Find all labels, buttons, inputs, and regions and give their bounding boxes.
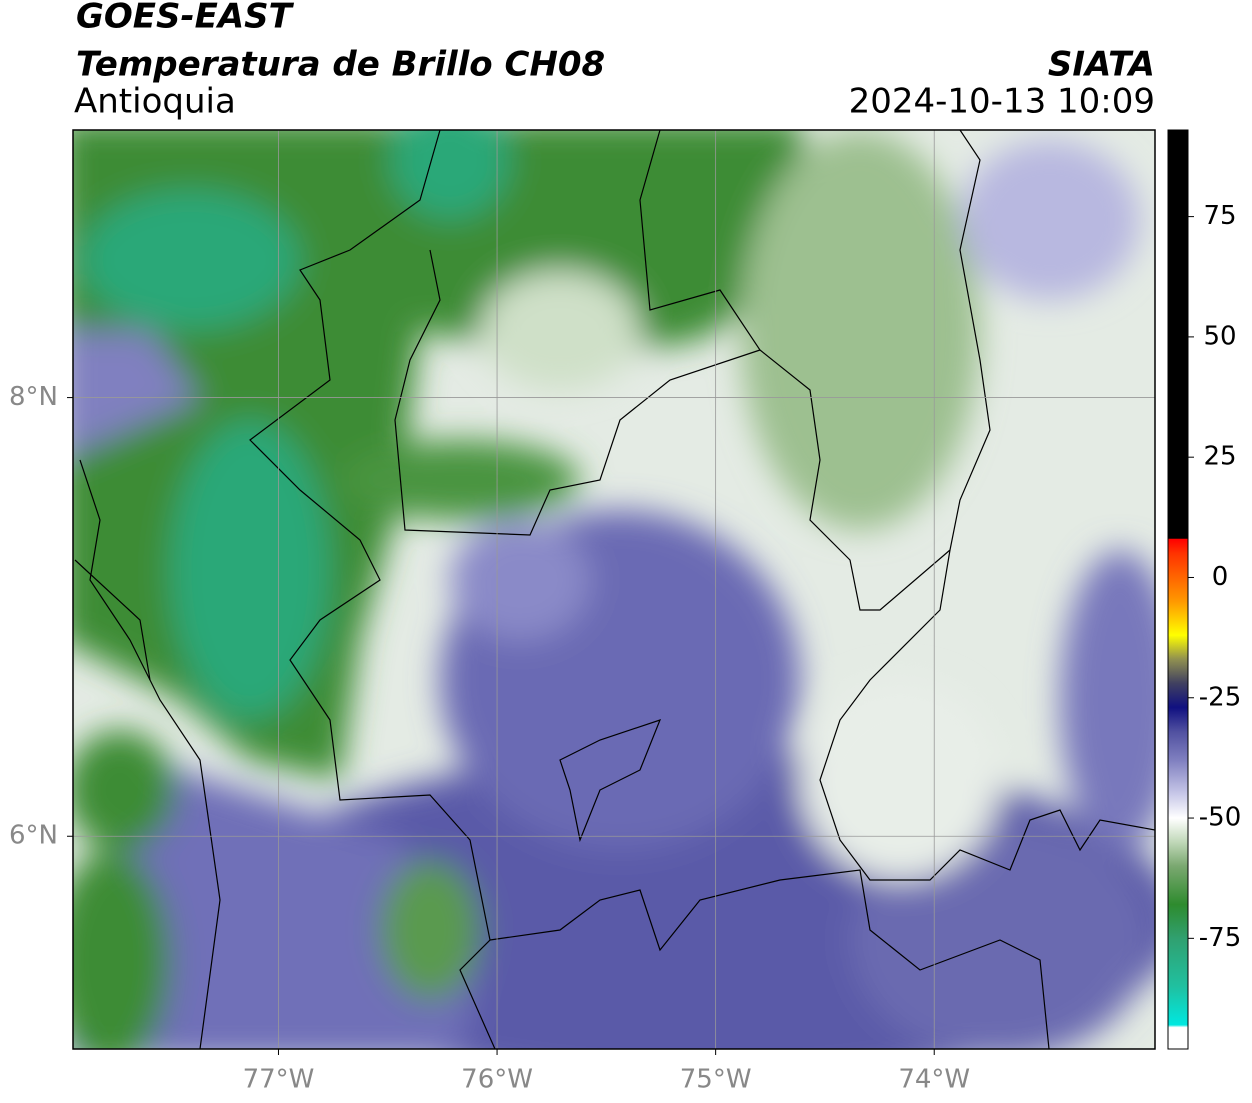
lat-tick-label: 6°N [9,821,58,851]
subtitle: Temperatura de Brillo CH08 [76,45,605,85]
colorbar [1167,129,1189,1050]
lon-tick-label: 75°W [680,1065,752,1095]
map-field [73,130,1155,1049]
map-frame [72,129,1156,1050]
colorbar-tick-label: -75 [1199,923,1241,953]
lon-tick-label: 76°W [461,1065,533,1095]
source: SIATA [1048,45,1155,85]
timestamp: 2024-10-13 10:09 [849,82,1155,122]
lon-tick-label: 74°W [898,1065,970,1095]
colorbar-tick-label: 50 [1203,321,1236,351]
colorbar-tick-label: 0 [1212,562,1229,592]
colorbar-tick-label: -50 [1199,803,1241,833]
boundaries [74,130,1155,1049]
colorbar-tick-label: 75 [1203,201,1236,231]
colorbar-tick-label: 25 [1203,442,1236,472]
region: Antioquia [74,82,236,122]
colorbar-tick-label: -25 [1199,682,1241,712]
lon-tick-label: 77°W [243,1065,315,1095]
title: GOES-EAST [76,0,295,37]
lat-tick-label: 8°N [9,382,58,412]
